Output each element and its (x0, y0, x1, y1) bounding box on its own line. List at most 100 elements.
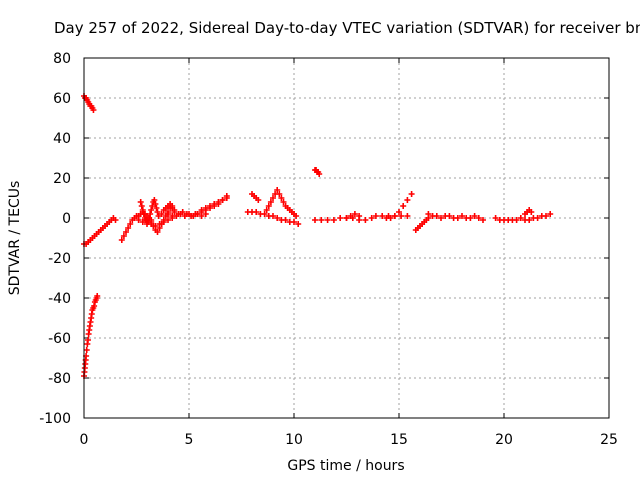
x-axis-label: GPS time / hours (287, 458, 404, 474)
data-point (274, 215, 281, 221)
data-point (165, 211, 171, 217)
y-tick-label: -20 (48, 251, 71, 267)
data-point (368, 215, 375, 221)
y-tick-label: 20 (53, 171, 71, 187)
y-axis-label: SDTVAR / TECUs (7, 181, 23, 296)
data-point (120, 233, 127, 239)
data-point (526, 217, 533, 223)
data-point (270, 195, 276, 201)
data-point (280, 199, 287, 205)
data-point (282, 217, 289, 223)
x-tick-label: 10 (285, 432, 303, 448)
data-point (347, 213, 354, 219)
data-point (492, 215, 499, 221)
data-point (270, 213, 276, 219)
data-point (404, 213, 411, 219)
data-point (337, 215, 344, 221)
data-point (179, 209, 186, 215)
data-point (396, 209, 402, 215)
data-point (454, 215, 461, 221)
data-point (398, 213, 405, 219)
data-point (94, 293, 101, 299)
data-point (293, 213, 300, 219)
data-point (391, 213, 398, 219)
data-point (207, 203, 213, 209)
axis-ticks: 0 5 10 15 20 25 -100 -80 -60 -40 -20 0 20 40 60 80 (39, 51, 618, 448)
data-point (139, 207, 146, 213)
data-point (155, 213, 162, 219)
data-point (528, 209, 535, 215)
data-point (278, 195, 285, 201)
data-point (175, 211, 182, 217)
data-point (139, 219, 146, 225)
data-point (291, 219, 297, 225)
data-point (123, 229, 129, 235)
data-point (255, 197, 262, 203)
data-point (480, 217, 486, 223)
data-point (148, 219, 155, 225)
y-tick-label: 0 (62, 211, 71, 227)
data-point (425, 211, 432, 217)
data-point (471, 213, 478, 219)
data-point (160, 217, 167, 223)
data-point (156, 225, 163, 231)
data-point (343, 215, 350, 221)
data-point (295, 221, 302, 227)
data-point (137, 199, 144, 205)
chart-title: Day 257 of 2022, Sidereal Day-to-day VTE… (54, 19, 640, 37)
data-point (267, 199, 274, 205)
data-point (211, 201, 218, 207)
data-point (263, 207, 270, 213)
y-tick-label: -80 (48, 371, 71, 387)
data-point (171, 209, 178, 215)
x-tick-label: 5 (185, 432, 194, 448)
data-point (167, 201, 174, 207)
data-point (400, 203, 407, 209)
data-point (84, 337, 91, 343)
data-point (379, 213, 386, 219)
grid-lines (84, 58, 609, 418)
data-point (438, 215, 444, 221)
data-point (543, 213, 549, 219)
data-point (215, 199, 222, 205)
data-points (81, 93, 554, 379)
data-point (274, 187, 281, 193)
data-point (475, 215, 482, 221)
data-point (194, 211, 201, 217)
data-point (459, 213, 465, 219)
data-point (183, 211, 190, 217)
data-point (467, 215, 474, 221)
data-point (151, 197, 158, 203)
y-tick-label: 60 (53, 91, 71, 107)
data-point (135, 217, 142, 223)
data-point (276, 191, 283, 197)
data-point (433, 213, 440, 219)
data-point (90, 107, 97, 113)
data-point (125, 225, 132, 231)
data-point (517, 215, 524, 221)
y-tick-label: 80 (53, 51, 71, 67)
data-point (150, 223, 157, 229)
x-tick-label: 15 (390, 432, 408, 448)
data-point (138, 203, 145, 209)
data-point (534, 215, 541, 221)
data-point (198, 207, 205, 213)
data-point (253, 209, 260, 215)
data-point (147, 211, 154, 217)
x-tick-label: 20 (495, 432, 513, 448)
data-point (112, 217, 119, 223)
data-point (146, 215, 153, 221)
data-point (149, 203, 156, 209)
data-point (261, 211, 268, 217)
data-point (153, 205, 160, 211)
data-point (127, 221, 134, 227)
data-point (312, 217, 318, 223)
y-tick-label: -100 (39, 411, 71, 427)
data-point (91, 303, 98, 309)
data-point (158, 211, 165, 217)
data-point (547, 211, 554, 217)
data-point (223, 195, 230, 201)
data-point (351, 211, 358, 217)
data-point (219, 197, 226, 203)
